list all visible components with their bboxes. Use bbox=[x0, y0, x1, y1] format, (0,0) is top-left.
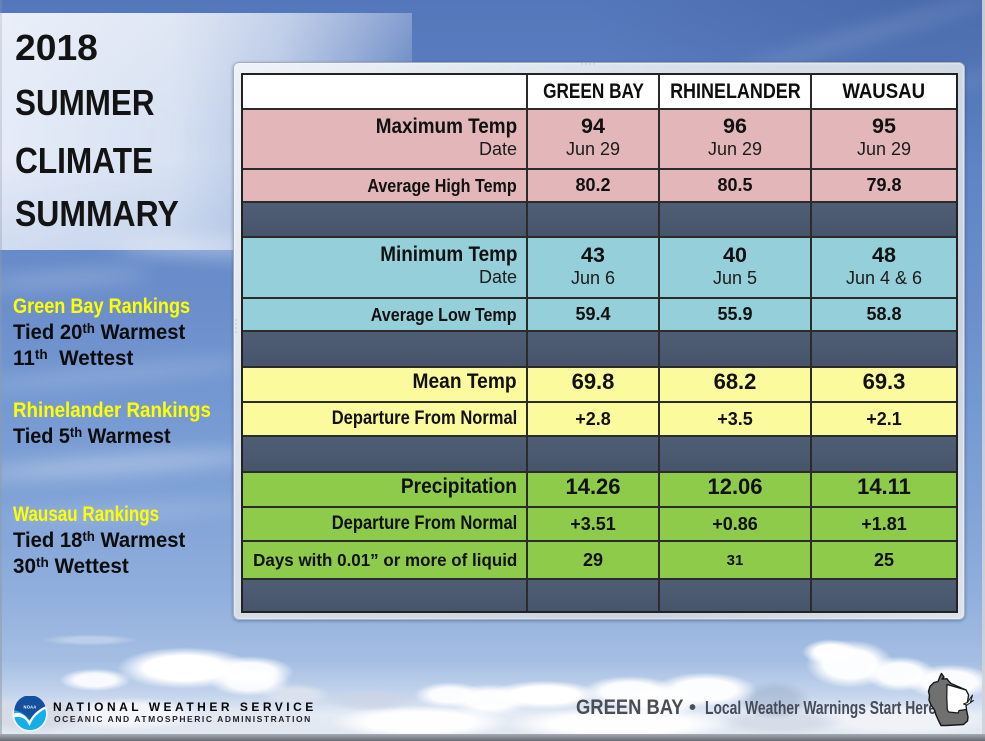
svg-text:NOAA: NOAA bbox=[24, 704, 37, 709]
